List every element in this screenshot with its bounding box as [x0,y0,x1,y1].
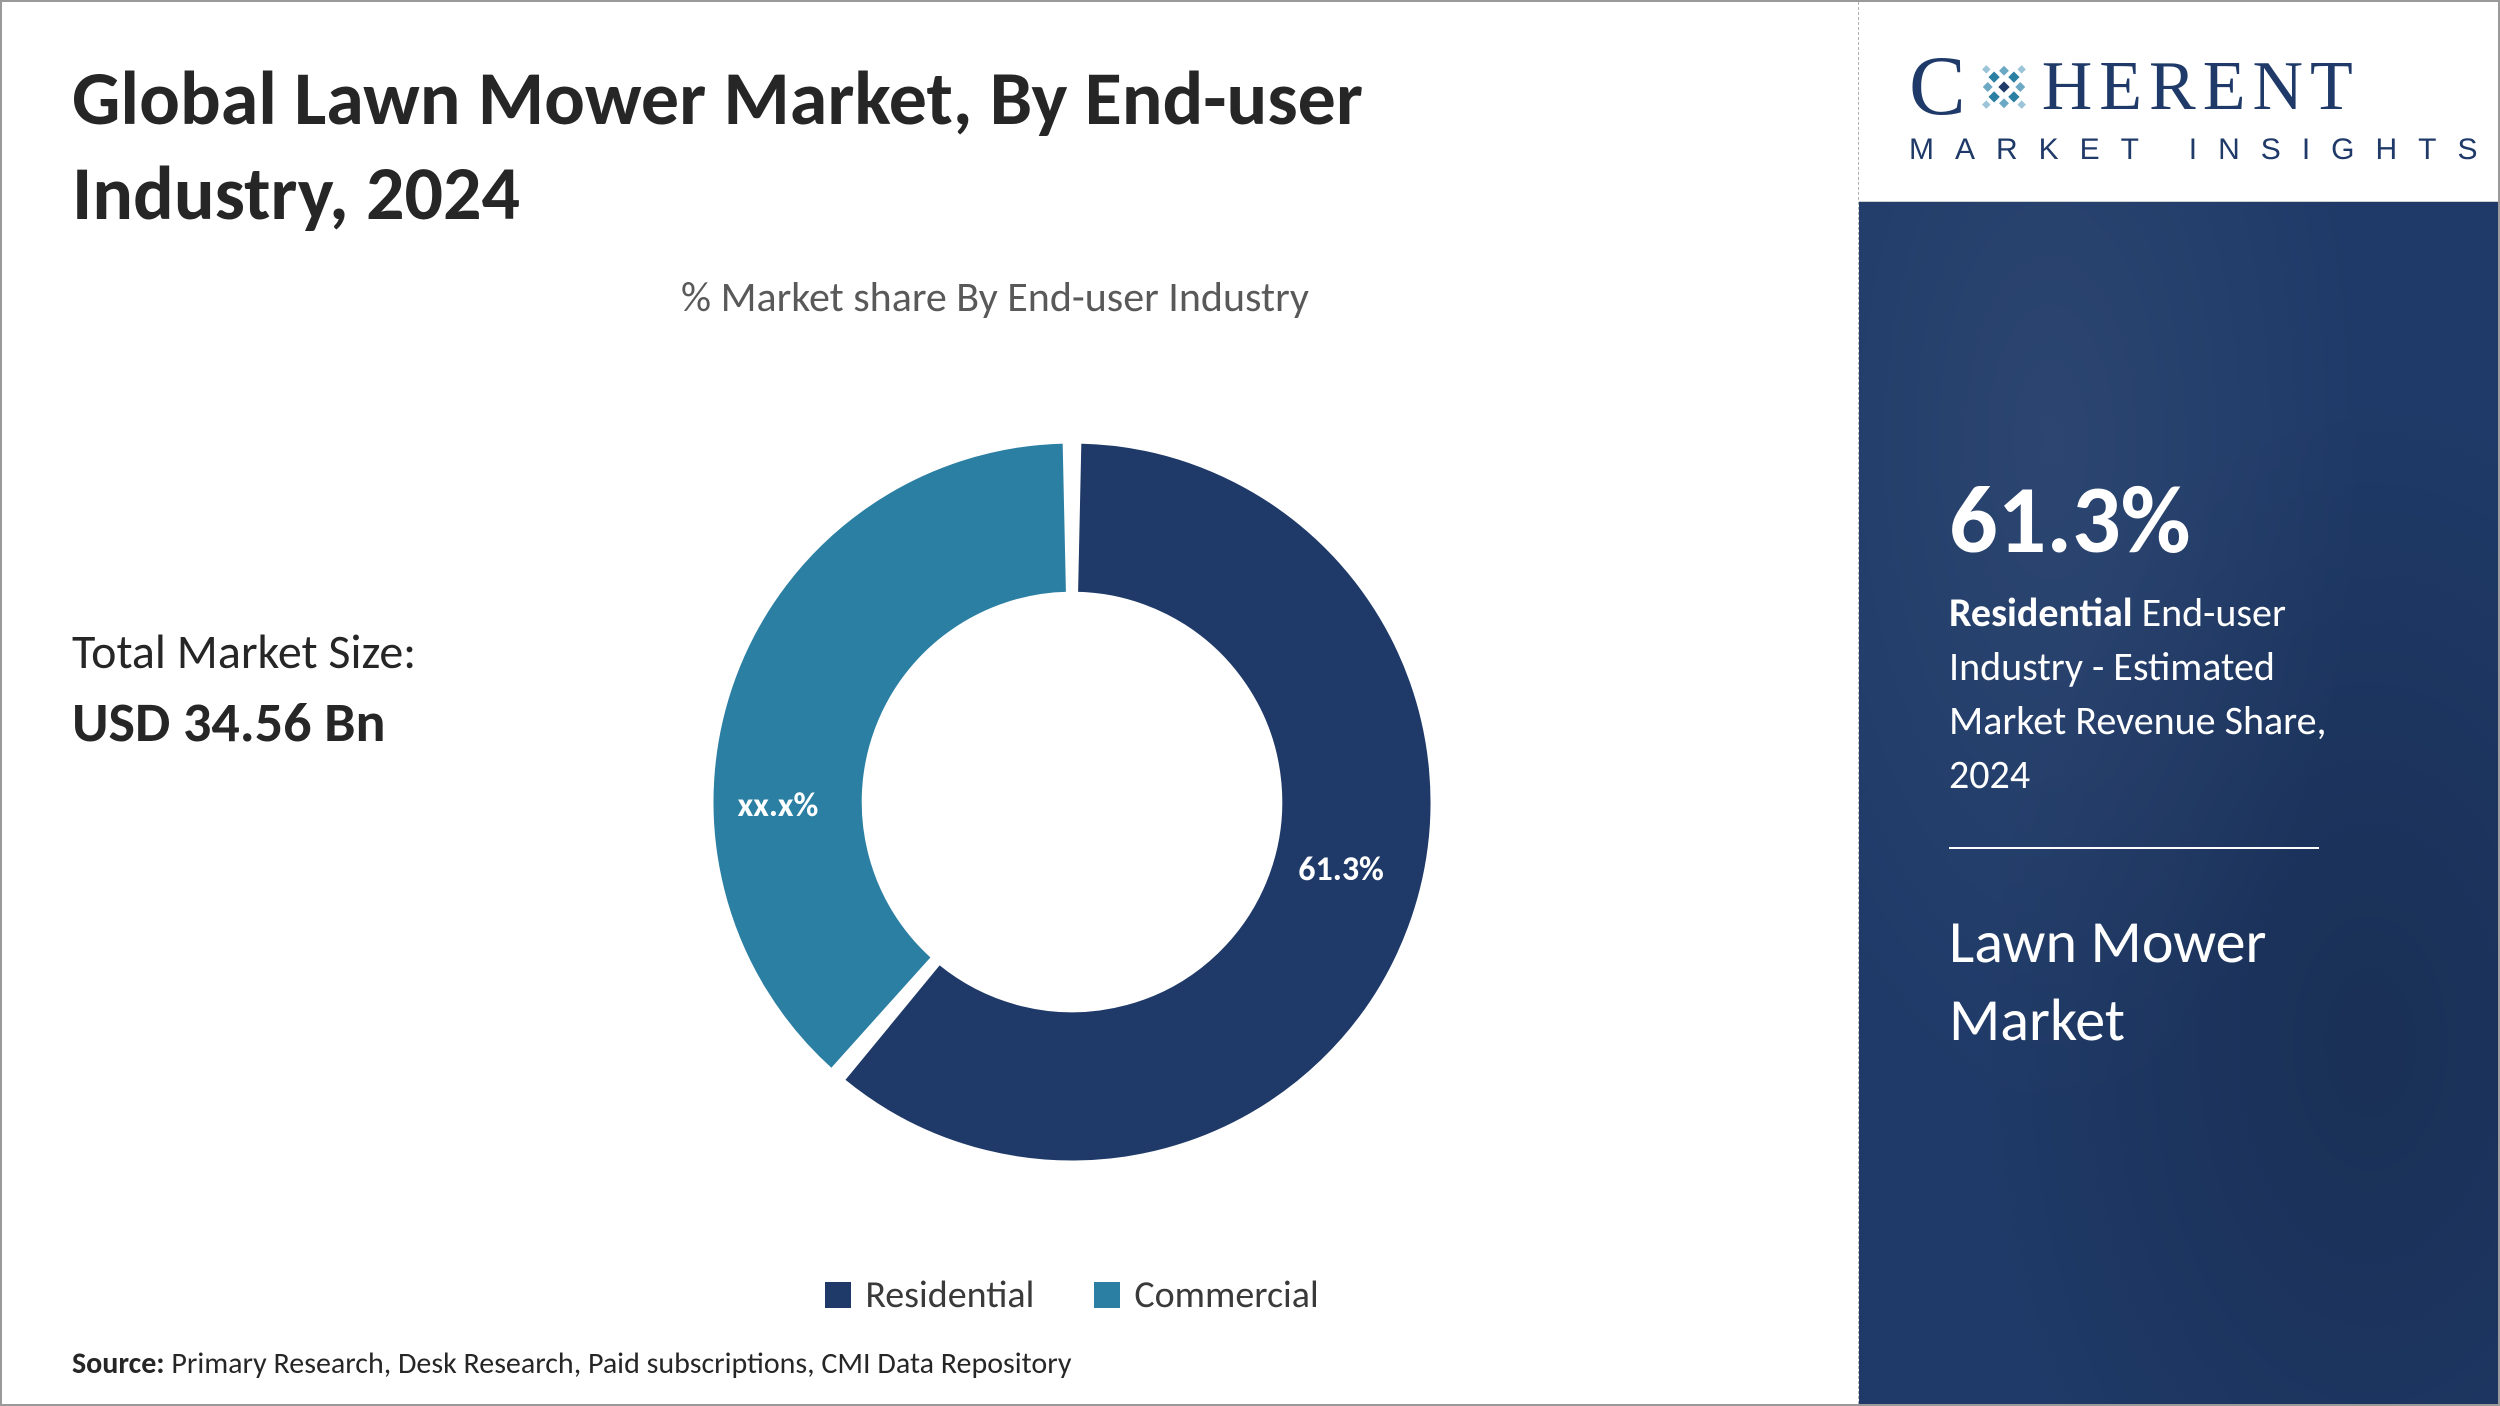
slice-label-commercial: xx.x% [738,785,819,826]
market-size-label: Total Market Size: [72,622,416,681]
page-title: Global Lawn Mower Market, By End-user In… [72,52,1372,242]
logo-top-row: C [1909,44,2468,129]
donut-chart: 61.3% xx.x% [702,432,1442,1172]
source-label: Source: [72,1345,165,1382]
source-text: Primary Research, Desk Research, Paid su… [171,1345,1071,1382]
logo-dots-icon [1972,55,2036,119]
logo-subtext: MARKET INSIGHTS [1909,133,2468,167]
legend-swatch-icon [825,1282,851,1308]
main-panel: Global Lawn Mower Market, By End-user In… [2,2,1858,1404]
source-line: Source: Primary Research, Desk Research,… [72,1345,1071,1382]
brand-logo: C [1859,2,2498,202]
kpi-percentage: 61.3% [1949,472,2418,568]
chart-subtitle: % Market share By End-user Industry [192,272,1798,323]
side-column: C [1858,2,2498,1404]
logo-rest-text: HERENT [2042,52,2360,122]
market-size-value: USD 34.56 Bn [72,689,416,757]
legend-label: Residential [865,1272,1034,1318]
slice-label-residential: 61.3% [1298,849,1384,890]
kpi-panel: 61.3% Residential End-user Industry - Es… [1859,202,2498,1404]
kpi-description: Residential End-user Industry - Estimate… [1949,586,2369,802]
market-size-block: Total Market Size: USD 34.56 Bn [72,622,416,757]
kpi-market-name: Lawn Mower Market [1949,904,2418,1060]
legend-item-residential: Residential [825,1272,1034,1318]
divider-line [1949,847,2319,849]
kpi-desc-bold: Residential [1949,588,2133,637]
legend-swatch-icon [1094,1282,1120,1308]
logo-letter-c: C [1909,44,1966,129]
infographic-frame: Global Lawn Mower Market, By End-user In… [0,0,2500,1406]
legend-label: Commercial [1134,1272,1318,1318]
legend-item-commercial: Commercial [1094,1272,1318,1318]
chart-legend: Residential Commercial [702,1272,1442,1318]
